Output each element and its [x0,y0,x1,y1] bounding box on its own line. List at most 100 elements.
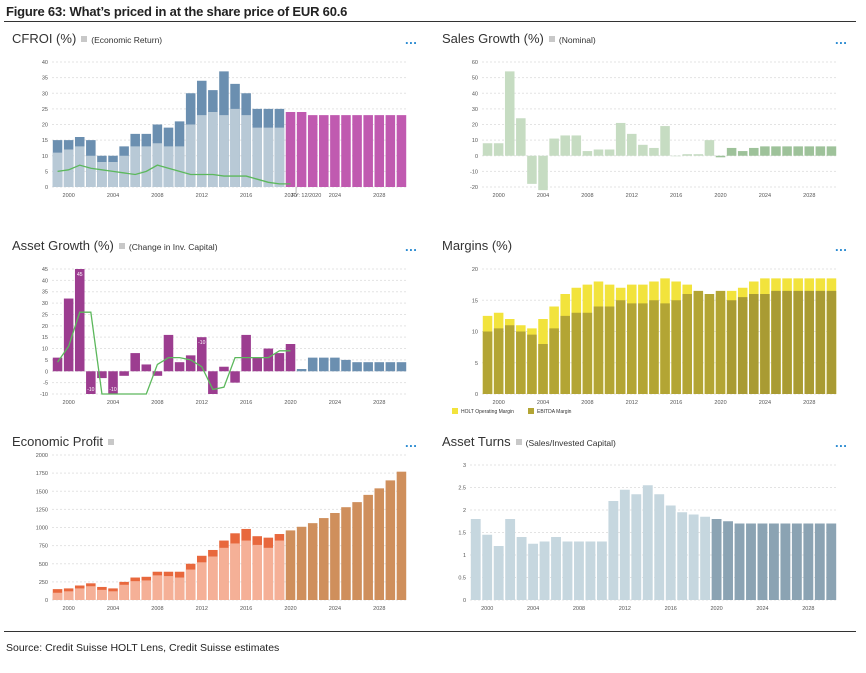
cfroi-forecast-bar [296,112,307,187]
margin-ebitda-bar [682,294,693,394]
cfroi-bar-base [163,146,174,187]
margin-ebitda-bar [737,297,748,394]
margin-ebitda-bar [749,294,759,394]
cfroi-bar-base [241,115,251,187]
y-tick-label: 40 [42,60,48,66]
cfroi-bar-base [263,127,274,187]
sales-bar [815,146,826,156]
econ-bar-base [141,580,152,600]
turns-bar [780,523,791,600]
asset-bar [307,357,318,372]
panel-turns-menu-button[interactable]: ... [835,435,848,450]
x-tick-label: 2008 [581,193,593,199]
asset-bar [219,366,229,372]
cfroi-forecast-bar [385,115,396,187]
cfroi-bar-base [74,146,85,187]
cfroi-bar-base [185,124,196,187]
y-tick-label: 10 [42,347,48,353]
sales-bar [493,143,504,156]
y-tick-label: 1750 [36,471,48,477]
sales-bar [760,146,770,156]
y-tick-label: 5 [45,169,48,175]
y-tick-label: 40 [42,278,48,284]
turns-chart: 0 0.5 1 1.5 2 2.5 3 2000 2004 2008 2012 2016 2020 202… [458,463,837,612]
cfroi-chart: 0 5 10 15 20 25 30 35 40 2000 2004 2008 2012 2016 2020… [42,60,407,199]
turns-bar [470,519,481,600]
y-tick-label: 25 [42,107,48,113]
x-tick-label: 2016 [240,193,252,199]
cfroi-forecast-bar [396,115,407,187]
cfroi-bar-base [196,115,207,187]
econ-bar-base [163,576,174,600]
panel-sales-menu-button[interactable]: ... [835,32,848,47]
panel-turns-subtitle: (Sales/Invested Capital) [525,438,616,448]
sales-bar [582,151,593,156]
y-tick-label: 20 [42,324,48,330]
y-tick-label: -10 [470,169,478,175]
panel-turns-header: Asset Turns (Sales/Invested Capital) [442,433,616,451]
sales-bar [715,155,726,158]
x-tick-label: 2024 [329,606,341,612]
legend-holt-swatch [452,408,458,414]
panel-cfroi-subtitle: (Economic Return) [91,35,163,45]
x-tick-label: 2020 [284,400,296,406]
asset-bar [119,371,129,376]
x-tick-label: 2012 [196,193,208,199]
turns-bar [757,523,768,600]
asset-bar [374,362,385,372]
cfroi-forecast-bar [363,115,373,187]
x-tick-label: 2028 [373,606,385,612]
asset-bar [141,364,152,372]
asset-bar [330,357,340,372]
econ-bar-base [152,575,163,600]
cfroi-forecast-bar [341,115,351,187]
legend-holt-label: HOLT Operating Margin [461,409,514,415]
margin-ebitda-bar [771,290,781,394]
turns-bar [734,523,745,600]
y-tick-label: 30 [42,91,48,97]
econ-forecast-bar [374,488,385,600]
x-tick-label: 2012 [626,193,638,199]
econ-forecast-bar [307,523,318,600]
x-tick-label: 2000 [63,400,75,406]
turns-bar [700,516,711,600]
econ-bar-base [263,547,274,600]
panel-econ-title: Economic Profit [12,434,104,449]
margin-ebitda-bar [626,303,637,394]
panel-econ: Economic Profit ... 0 250 500 750 1000 1250 15… [12,433,422,623]
margin-ebitda-bar [649,300,659,394]
margin-ebitda-bar [704,294,715,394]
turns-bar [654,494,665,600]
sales-bar [638,144,648,156]
margin-ebitda-bar [615,300,626,394]
title-divider [4,21,856,22]
econ-forecast-bar [352,502,362,600]
x-tick-label: 2000 [63,193,75,199]
asset-bar [263,348,274,372]
x-tick-label: 2004 [107,400,119,406]
cfroi-fy-annotation: FY: 12/2020 [292,193,322,199]
y-tick-label: -20 [470,185,478,191]
cfroi-forecast-bar [330,115,340,187]
sales-bar [826,146,837,156]
margin-ebitda-bar [571,312,582,394]
y-tick-label: 50 [472,76,478,82]
asset-bar [363,362,373,372]
turns-bar [619,489,630,600]
asset-bar [385,362,396,372]
turns-bar [631,494,642,600]
y-tick-label: 35 [42,290,48,296]
panel-margins-menu-button[interactable]: ... [835,239,848,254]
asset-bar [208,371,218,394]
x-tick-label: 2008 [151,400,163,406]
turns-bar [803,523,814,600]
margin-ebitda-bar [604,306,615,394]
x-tick-label: 2000 [63,606,75,612]
margin-ebitda-bar [504,325,515,394]
asset-bar [274,353,285,372]
econ-bar-base [274,540,285,600]
panel-asset-menu-button[interactable]: ... [405,239,418,254]
panel-cfroi-menu-button[interactable]: ... [405,32,418,47]
margin-ebitda-bar [527,334,537,394]
panel-econ-menu-button[interactable]: ... [405,435,418,450]
